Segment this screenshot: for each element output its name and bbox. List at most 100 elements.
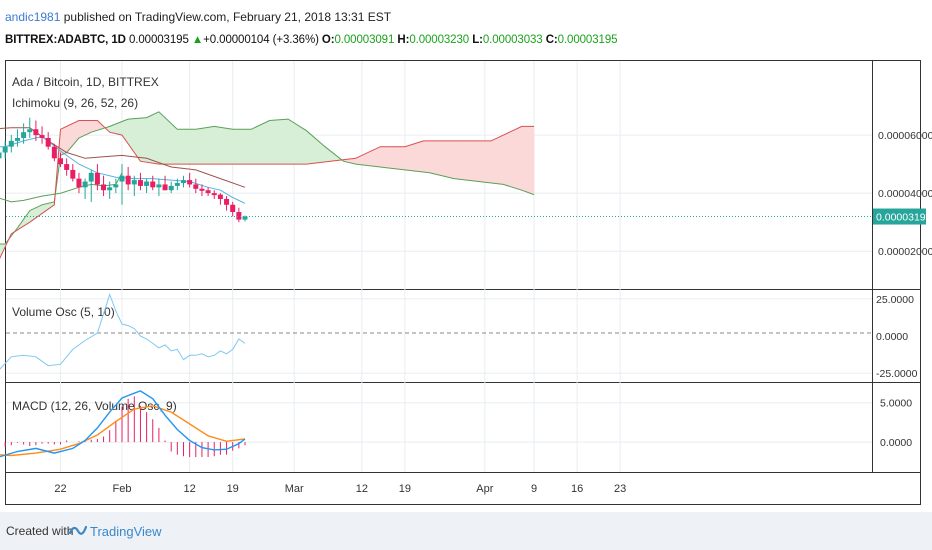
cloud-segment <box>493 137 498 185</box>
cloud-segment <box>515 127 519 190</box>
candle-body <box>88 172 94 182</box>
cloud-segment <box>217 126 221 165</box>
cloud-segment <box>450 140 455 180</box>
cloud-segment <box>447 140 452 179</box>
cloud-segment <box>416 141 421 173</box>
cloud-segment <box>140 117 144 163</box>
close-value: 0.00003195 <box>557 34 618 46</box>
cloud-segment <box>284 118 289 165</box>
candle-body <box>33 129 39 136</box>
cloud-segment <box>518 125 523 191</box>
volume-tick-label: 25.0000 <box>876 294 914 306</box>
last-price: 0.00003195 <box>128 34 189 46</box>
cloud-segment <box>260 122 264 165</box>
cloud-segment <box>250 127 255 165</box>
time-tick-label: Mar <box>285 483 304 495</box>
cloud-segment <box>423 140 427 173</box>
macd-lines <box>0 390 246 458</box>
cloud-segment <box>90 120 95 133</box>
cloud-segment <box>435 140 440 176</box>
cloud-segment <box>444 140 449 178</box>
candle-body <box>125 175 131 185</box>
cloud-segment <box>213 125 218 165</box>
cloud-segment <box>149 114 154 164</box>
high-value: 0.00003230 <box>409 34 470 46</box>
cloud-segment <box>186 128 190 165</box>
time-tick-label: Apr <box>476 483 493 495</box>
cloud-segment <box>309 132 313 165</box>
cloud-segment <box>84 120 89 136</box>
ichimoku-label: Ichimoku (9, 26, 52, 26) <box>12 96 138 110</box>
cloud-segment <box>137 117 141 163</box>
publish-info: published on TradingView.com, February 2… <box>63 10 392 24</box>
cloud-segment <box>223 127 227 165</box>
cloud-segment <box>370 149 375 167</box>
cloud-segment <box>506 131 510 187</box>
candle-body <box>168 185 174 191</box>
cloud-segment <box>524 126 529 193</box>
cloud-segment <box>269 119 273 165</box>
time-tick-label: 12 <box>356 483 368 495</box>
cloud-segment <box>229 128 233 165</box>
cloud-segment <box>130 118 135 154</box>
tradingview-link[interactable]: TradingView <box>90 524 162 539</box>
cloud-segment <box>94 120 98 132</box>
high-label: H: <box>397 34 410 46</box>
cloud-segment <box>380 146 384 168</box>
candle-body <box>224 198 230 205</box>
author-link[interactable]: andic1981 <box>5 10 61 24</box>
base-line <box>0 127 246 188</box>
cloud-segment <box>413 142 418 172</box>
cloud-segment <box>527 126 532 194</box>
cloud-segment <box>530 126 535 196</box>
cloud-segment <box>118 121 123 136</box>
candle-body <box>156 184 162 188</box>
cloud-segment <box>63 125 67 155</box>
ichimoku-lines <box>0 111 535 260</box>
cloud-segment <box>201 127 206 165</box>
cloud-segment <box>466 140 470 181</box>
cloud-segment <box>395 146 400 170</box>
candle-body <box>94 172 100 185</box>
candle-body <box>144 181 150 186</box>
cloud-segment <box>266 120 270 165</box>
cloud-segment <box>392 146 396 170</box>
candle-body <box>236 212 242 220</box>
chart-area[interactable]: 0.00006000 0.00004000 0.00002000 0.0000319… <box>0 0 932 512</box>
symbol-label: BITTREX:ADABTC, 1D <box>5 34 126 46</box>
low-label: L: <box>472 34 483 46</box>
open-value: 0.00003091 <box>334 34 395 46</box>
volume-axis: 25.0000 0.0000 -25.0000 <box>876 294 918 380</box>
cloud-segment <box>459 140 464 181</box>
candle-body <box>39 135 45 138</box>
macd-axis: 5.0000 0.0000 <box>880 398 912 449</box>
candle-body <box>174 182 180 186</box>
cloud-segment <box>275 119 280 165</box>
cloud-segment <box>453 140 458 180</box>
candle-body <box>217 194 223 199</box>
cloud-segment <box>155 111 160 165</box>
cloud-segment <box>303 128 307 165</box>
candle-body <box>76 178 82 188</box>
cloud-segment <box>315 138 320 164</box>
cloud-segment <box>272 119 277 165</box>
time-tick-label: 19 <box>399 483 411 495</box>
volume-tick-label: 0.0000 <box>876 331 908 343</box>
cloud-segment <box>419 140 424 173</box>
cloud-segment <box>195 128 200 165</box>
candle-body <box>70 169 76 179</box>
cloud-segment <box>521 126 526 192</box>
tradingview-logo-icon[interactable] <box>68 520 88 540</box>
cloud-segment <box>441 140 446 177</box>
price-badge-text: 0.00003195 <box>876 212 932 224</box>
cloud-segment <box>469 140 473 182</box>
main-title: Ada / Bitcoin, 1D, BITTREX <box>12 75 159 89</box>
cloud-segment <box>290 120 295 165</box>
cloud-segment <box>293 122 298 165</box>
close-label: C: <box>545 34 558 46</box>
candle-body <box>193 184 199 189</box>
cloud-segment <box>364 152 369 166</box>
cloud-segment <box>456 140 461 180</box>
up-arrow-icon: ▲ <box>191 34 204 46</box>
volume-osc-label: Volume Osc (5, 10) <box>12 305 115 319</box>
